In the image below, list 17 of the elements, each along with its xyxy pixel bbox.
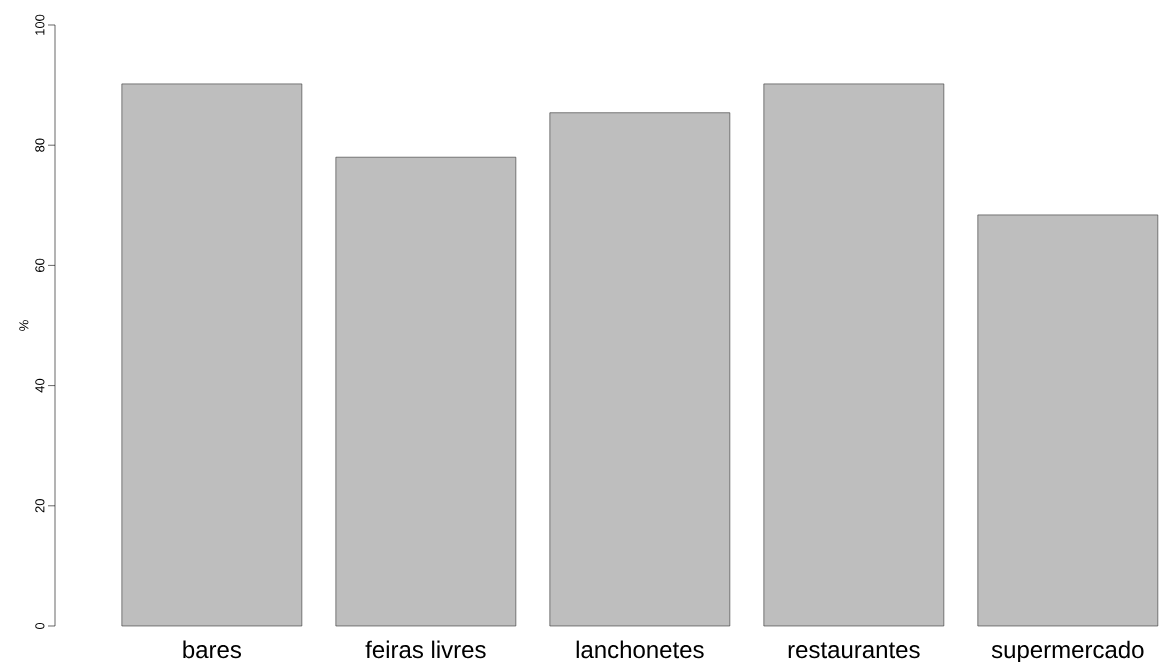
- bar: [121, 83, 303, 627]
- bar: [763, 83, 945, 627]
- y-tick-label: 100: [35, 14, 45, 35]
- y-tick-label: 20: [35, 499, 45, 513]
- x-tick-label: restaurantes: [788, 642, 920, 659]
- y-tick-label: 0: [35, 622, 45, 630]
- bar: [335, 156, 517, 627]
- x-tick-label: bares: [183, 640, 241, 659]
- y-axis-title: %: [19, 320, 29, 331]
- y-tick-label: 60: [35, 258, 45, 272]
- bar: [549, 112, 731, 627]
- y-tick-label: 40: [35, 378, 45, 393]
- bar: [977, 214, 1159, 627]
- x-tick-label: lanchonetes: [576, 640, 704, 659]
- x-tick-label: supermercado: [991, 640, 1144, 662]
- y-tick-label: 80: [35, 138, 45, 152]
- x-tick-label: feiras livres: [365, 640, 486, 659]
